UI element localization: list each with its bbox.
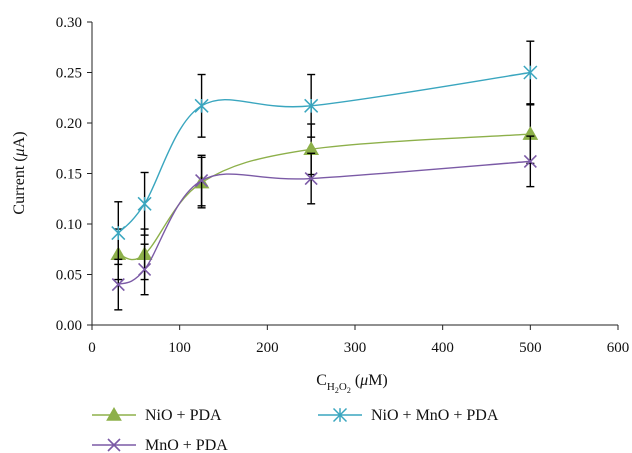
x-marker-stroke (107, 438, 121, 452)
y-tick-label: 0.15 (56, 167, 82, 183)
x-marker-stroke (111, 278, 125, 292)
x-axis-title-sub-h: H (327, 381, 335, 393)
data-point (523, 65, 538, 80)
legend-swatch-marker (107, 438, 121, 452)
data-point (137, 196, 152, 211)
series-line (118, 133, 531, 261)
data-point (523, 154, 537, 168)
x-tick-label: 400 (431, 340, 454, 356)
x-axis-title-sub-2a: 2 (335, 386, 339, 395)
legend-item-3: NiO + MnO + PDA (318, 407, 499, 424)
legend-swatch-marker (332, 407, 348, 423)
x-tick-label: 600 (607, 340, 630, 356)
triangle-marker-shape (106, 406, 122, 421)
y-tick-label: 0.25 (56, 66, 82, 82)
y-axis-title: Current (μA) (11, 131, 28, 214)
x-axis-title-sub-2b: 2 (347, 386, 351, 395)
x-axis-title-unit-rest: M) (368, 372, 388, 389)
data-point (194, 98, 209, 113)
x-tick-label: 200 (256, 340, 279, 356)
data-point (111, 278, 125, 292)
x-marker-stroke (523, 154, 537, 168)
legend-label: NiO + MnO + PDA (371, 407, 499, 424)
y-tick-label: 0.00 (56, 318, 82, 334)
y-tick-label: 0.05 (56, 268, 82, 284)
legend-label: NiO + PDA (145, 407, 222, 424)
y-tick-label: 0.20 (56, 116, 82, 132)
y-axis-title-mu: μ (11, 148, 28, 157)
x-axis-title-unit-open: ( (351, 372, 360, 389)
series-line (117, 160, 531, 286)
data-point (138, 262, 152, 277)
series-layer (110, 40, 539, 311)
x-marker-stroke (304, 171, 318, 186)
x-axis-title-sub-o: O (339, 381, 347, 393)
x-axis-title-base: C (316, 372, 327, 389)
x-axis-title: CH2O2 (μM) (316, 372, 388, 395)
legend-item-1: NiO + PDA (92, 406, 222, 424)
data-point (304, 98, 319, 113)
legend-swatch-marker (106, 406, 122, 421)
x-marker-stroke (138, 262, 152, 277)
data-point (195, 174, 209, 188)
data-point (304, 171, 318, 186)
series-line (117, 71, 531, 234)
y-axis-title-post: A) (11, 131, 28, 148)
legend-item-2: MnO + PDA (92, 437, 228, 453)
series-1 (110, 104, 539, 281)
x-axis-title-unit-mu: μ (359, 372, 368, 389)
y-axis-title-pre: Current ( (11, 156, 28, 214)
series-3 (111, 40, 538, 266)
series-2 (111, 135, 537, 311)
y-tick-label: 0.30 (56, 15, 82, 31)
y-tick-label: 0.10 (56, 217, 82, 233)
x-tick-label: 100 (168, 340, 191, 356)
legend-label: MnO + PDA (145, 437, 228, 453)
legend: NiO + PDA MnO + PDA NiO + MnO + PDA (92, 406, 499, 453)
x-tick-label: 0 (88, 340, 96, 356)
x-tick-label: 300 (344, 340, 367, 356)
x-marker-stroke (195, 174, 209, 188)
axes: 0.00 0.05 0.10 0.15 0.20 0.25 0.30 0 100 200 300 40… (56, 15, 630, 356)
x-tick-label: 500 (519, 340, 542, 356)
data-point (111, 226, 126, 241)
